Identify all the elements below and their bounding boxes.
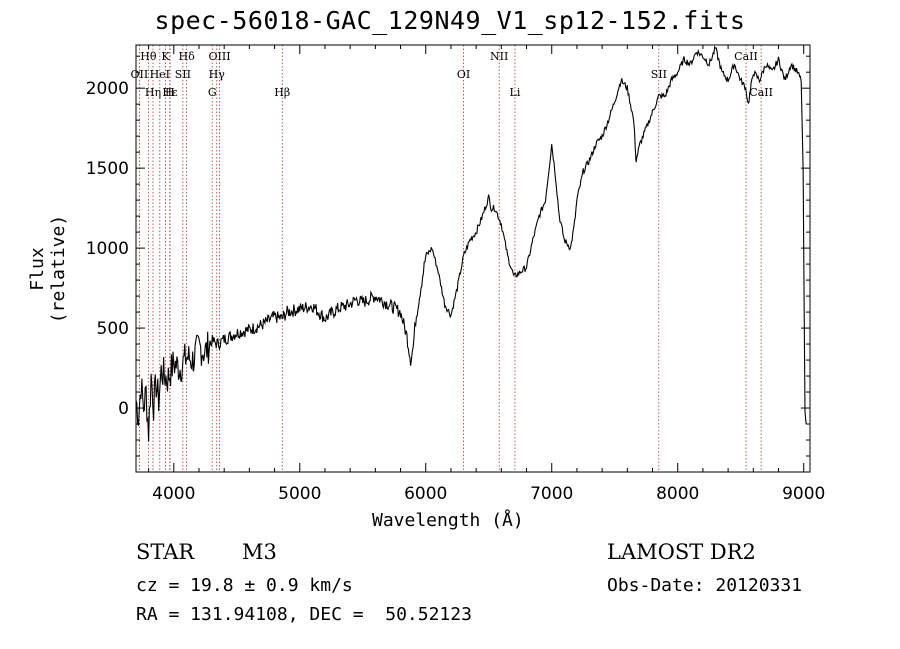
spectrum-line (135, 45, 807, 442)
line-marker-label: Hη (145, 86, 161, 99)
y-axis-ticks: 0 500 1000 1500 2000 (86, 55, 810, 457)
line-marker-label: G (208, 86, 217, 99)
line-marker-label: SII (175, 68, 191, 81)
object-class: STAR (136, 540, 195, 564)
line-marker-label: CaII (749, 86, 773, 99)
x-tick-label: 5000 (278, 484, 321, 504)
survey-name: LAMOST DR2 (607, 540, 756, 564)
line-marker-label: OII (131, 68, 149, 81)
line-marker-label: OI (457, 68, 470, 81)
line-marker-label: HeI (150, 68, 170, 81)
y-tick-label: 1000 (86, 239, 129, 259)
line-marker-label: Li (510, 86, 521, 99)
line-marker-label: OIII (208, 50, 230, 63)
line-marker-label: K (161, 50, 170, 63)
x-tick-label: 8000 (656, 484, 699, 504)
line-marker-label: NII (490, 50, 508, 63)
line-marker-label: Hγ (209, 68, 226, 81)
plot-frame (135, 44, 811, 473)
line-marker-label: SII (651, 68, 667, 81)
redshift-readout: cz = 19.8 ± 0.9 km/s (136, 575, 353, 596)
coordinates-readout: RA = 131.94108, DEC = 50.52123 (136, 604, 472, 625)
y-tick-label: 500 (97, 319, 129, 339)
line-marker-label: CaII (734, 50, 758, 63)
line-markers (139, 45, 762, 472)
x-axis-ticks: 4000 5000 6000 7000 8000 9000 (148, 45, 825, 504)
object-subclass: M3 (242, 540, 277, 564)
x-tick-label: 7000 (530, 484, 573, 504)
x-tick-label: 9000 (782, 484, 825, 504)
line-marker-label: Hδ (179, 50, 196, 63)
y-tick-label: 2000 (86, 79, 129, 99)
x-tick-label: 6000 (404, 484, 447, 504)
observation-date: Obs-Date: 20120331 (607, 575, 803, 596)
x-tick-label: 4000 (152, 484, 195, 504)
line-marker-label: Hθ (140, 50, 157, 63)
line-marker-label: Hβ (274, 86, 290, 99)
y-tick-label: 0 (118, 399, 129, 419)
y-axis-label: Flux (relative) (27, 214, 69, 324)
x-axis-label: Wavelength (Å) (372, 510, 524, 531)
line-marker-label: Hε (162, 86, 178, 99)
chart-title: spec-56018-GAC_129N49_V1_sp12-152.fits (154, 6, 746, 35)
y-tick-label: 1500 (86, 159, 129, 179)
line-marker-label: H (165, 86, 175, 99)
